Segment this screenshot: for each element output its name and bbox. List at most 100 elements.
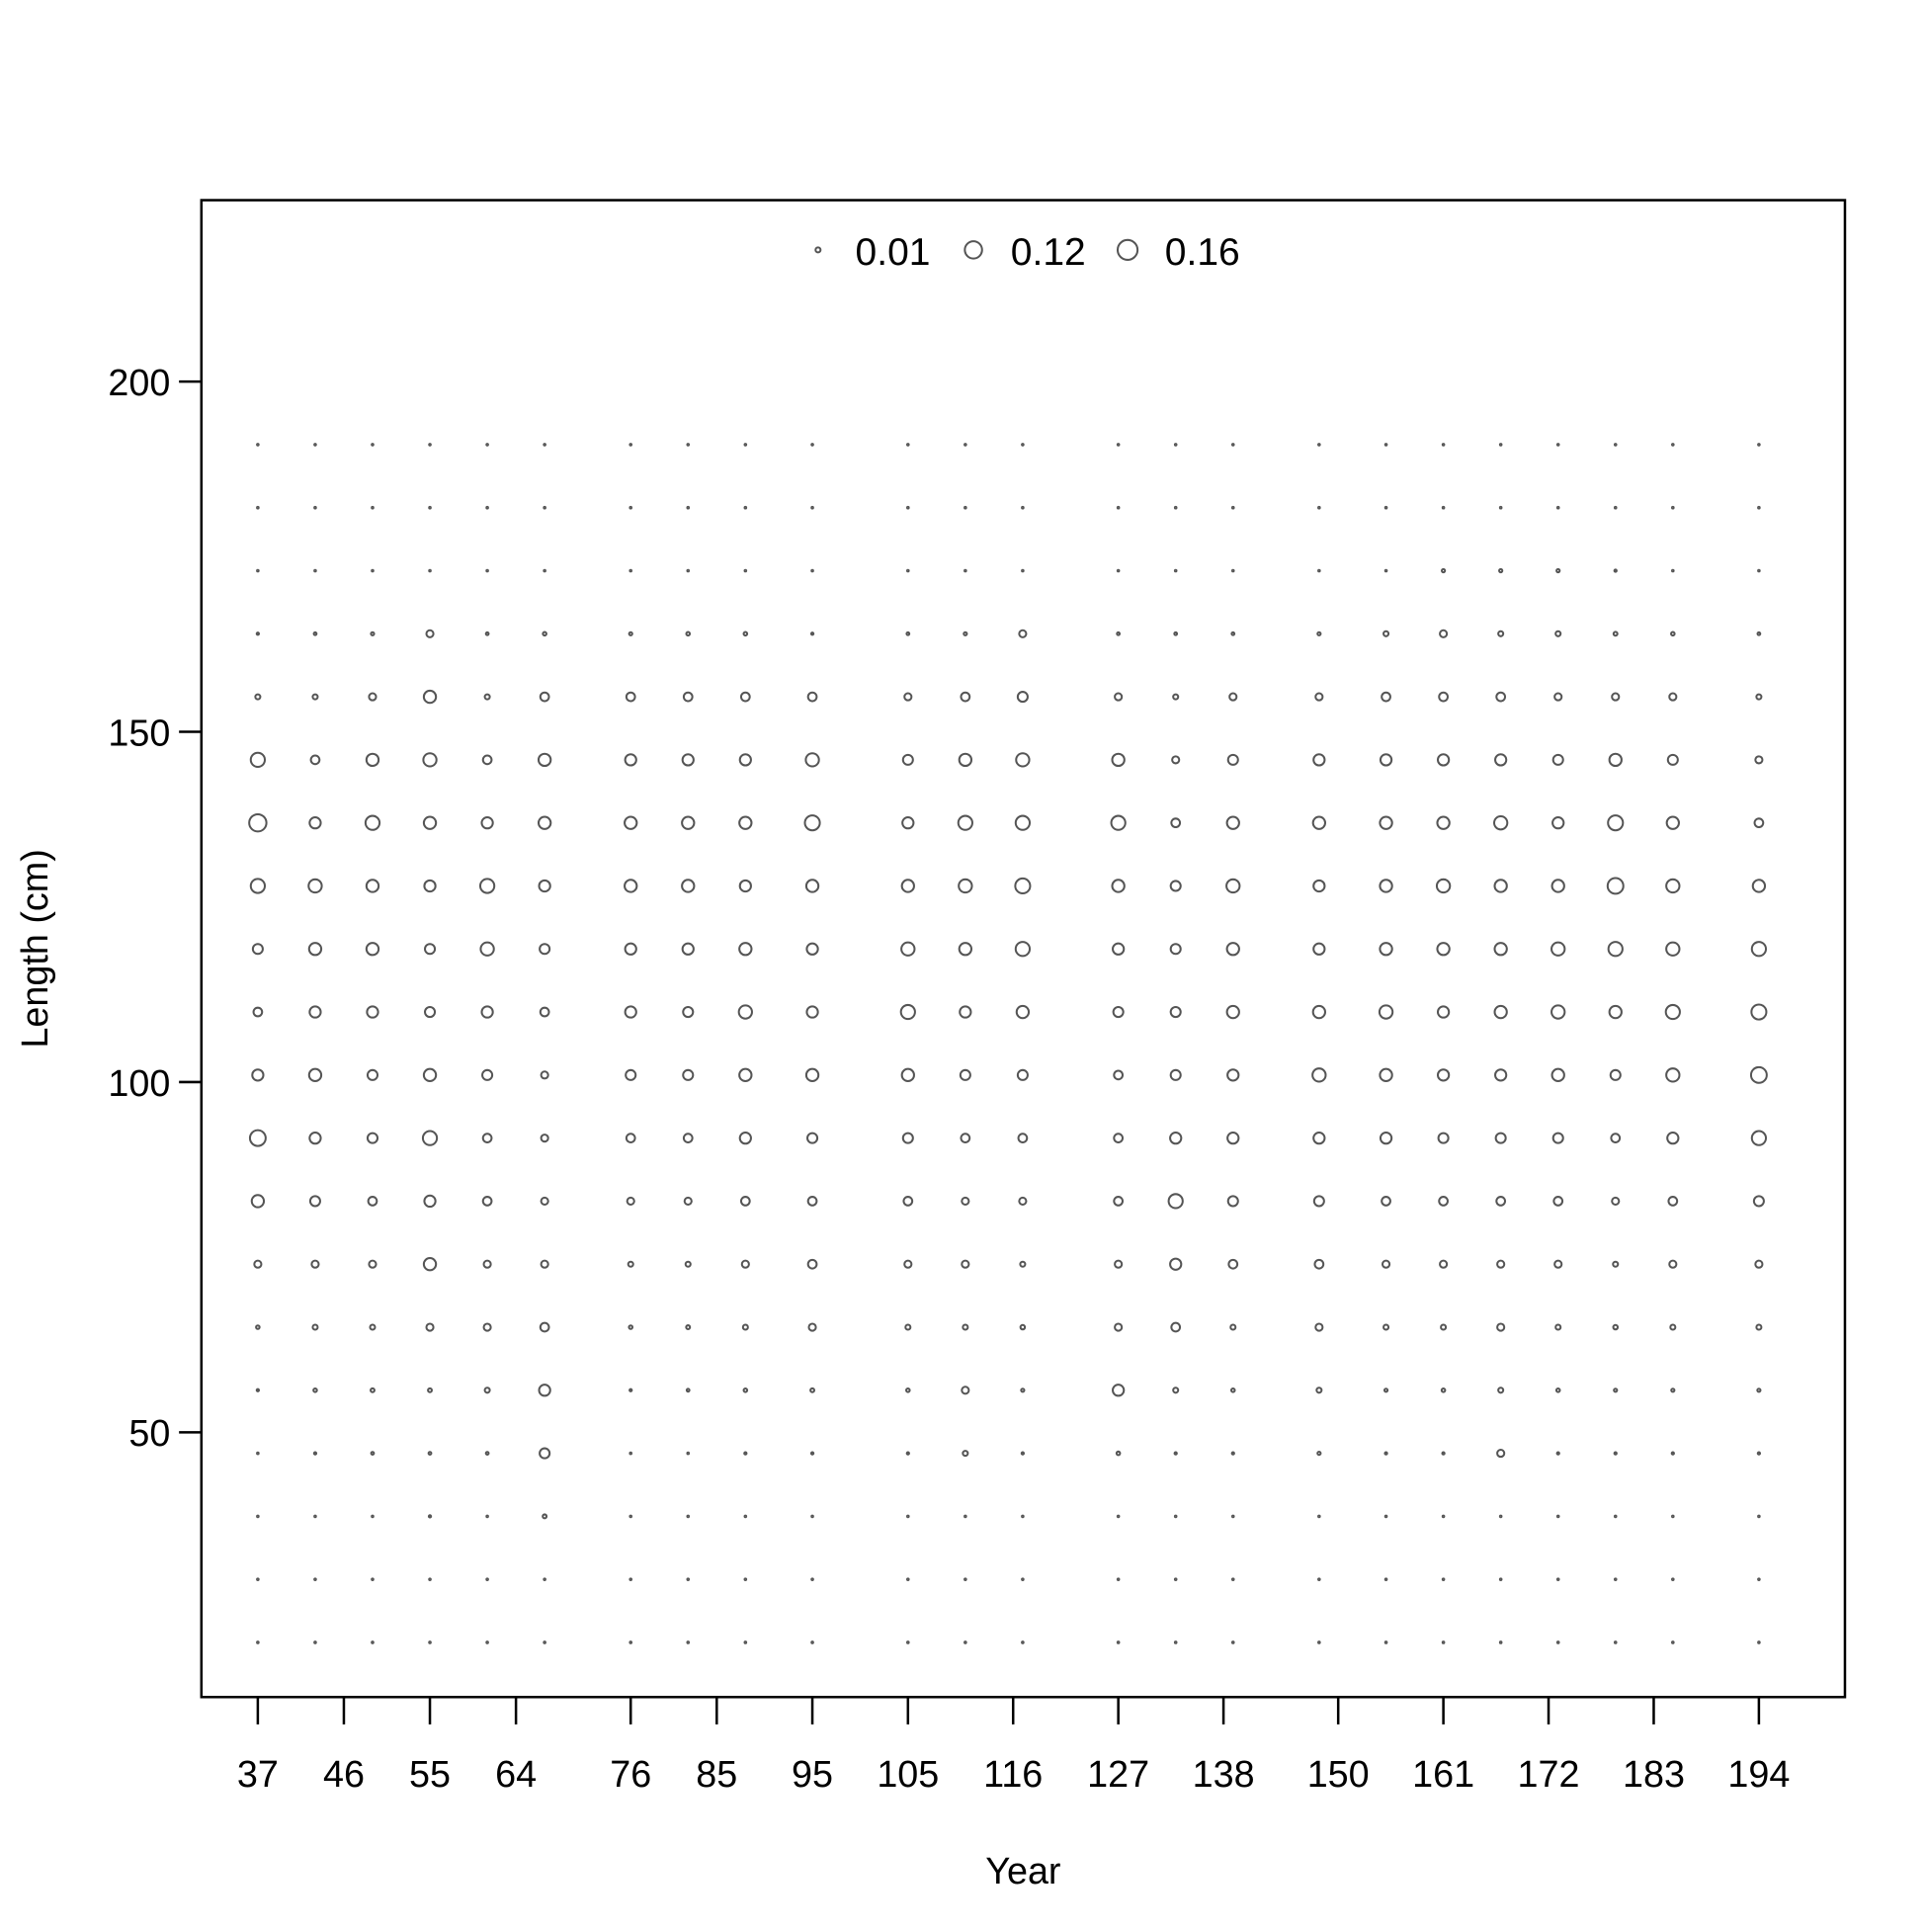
bubble [686,505,691,510]
bubble [1671,505,1675,510]
bubble [368,692,377,702]
bubble [1756,1387,1762,1393]
bubble [1314,1322,1324,1332]
bubble [905,1451,910,1456]
bubble [810,505,814,510]
bubble [957,814,973,831]
bubble [1552,1196,1564,1207]
bubble [370,1386,376,1393]
bubble [905,1387,911,1393]
bubble [1226,1132,1240,1145]
x-tick-label: 127 [1087,1753,1149,1795]
bubble [1756,630,1762,636]
bubble [312,630,318,636]
bubble [905,443,910,447]
bubble [1116,443,1121,447]
bubble [806,1196,818,1207]
bubble [1317,1514,1321,1519]
bubble [1612,630,1619,637]
bubble [1116,568,1121,573]
bubble [543,443,546,447]
bubble [628,1640,633,1644]
bubble [1435,878,1452,894]
bubble [685,1324,692,1330]
bubble [1667,1196,1679,1207]
bubble [249,878,267,894]
bubble [1438,1196,1449,1207]
bubble [364,814,381,831]
bubble [253,1259,263,1269]
bubble [371,1514,375,1519]
bubble [1381,1196,1391,1207]
bubble [1498,1514,1503,1519]
bubble [743,505,748,510]
bubble [804,1067,820,1083]
bubble [624,753,637,767]
bubble [1169,1068,1182,1081]
bubble [960,1133,971,1143]
bubble [1116,630,1122,636]
bubble [1228,692,1238,702]
bubble [308,1195,321,1208]
bubble [804,879,820,893]
bubble [1383,443,1388,447]
bubble [1665,1067,1681,1083]
bubble [626,1196,635,1206]
bubble [1317,1577,1321,1581]
bubble [1230,1451,1235,1456]
bubble [313,1514,317,1519]
x-tick-label: 116 [983,1753,1043,1795]
bubble [960,691,971,703]
bubble [1110,814,1127,831]
bubble [1756,1451,1762,1456]
bubble [1441,505,1446,510]
bubble [485,1577,489,1581]
bubble [905,630,911,636]
bubble [248,1129,267,1147]
bubble [543,568,546,573]
legend-label: 0.16 [1165,231,1240,274]
bubble [624,879,638,893]
y-tick-label: 100 [108,1062,170,1104]
bubble [901,816,915,830]
bubble [903,1259,913,1269]
bubble [255,631,261,636]
bubble [1169,1006,1182,1019]
bubble [250,1194,266,1209]
bubble [1378,1004,1394,1020]
bubble [958,942,973,957]
bubble [307,942,323,957]
y-axis-title: Length (cm) [14,849,55,1048]
bubble [1553,692,1563,702]
bubble [371,1577,375,1581]
bubble [421,1130,439,1146]
bubble [370,630,376,636]
bubble [1021,568,1025,573]
bubble [1441,567,1447,574]
bubble [256,1514,260,1519]
bubble [370,1451,376,1456]
bubble [480,1005,494,1019]
bubble [371,443,375,447]
bubble [424,1006,437,1019]
bubble [903,692,913,702]
bubble [625,1068,637,1081]
bubble [1441,1451,1446,1456]
bubble [428,505,432,510]
bubble [313,505,317,510]
bubble [1613,443,1618,447]
bubble [366,1132,379,1144]
bubble [542,630,547,637]
bubble [683,1196,693,1206]
legend-label: 0.01 [856,231,931,274]
bubble [741,1323,749,1331]
bubble [422,689,438,705]
bubble [905,1640,910,1644]
bubble [1112,1006,1125,1019]
bubble [1311,1067,1327,1083]
bubble [1116,505,1121,510]
bubble [1754,1259,1764,1269]
bubble [806,1132,819,1144]
bubble [737,1004,753,1020]
x-axis-title: Year [985,1850,1060,1891]
